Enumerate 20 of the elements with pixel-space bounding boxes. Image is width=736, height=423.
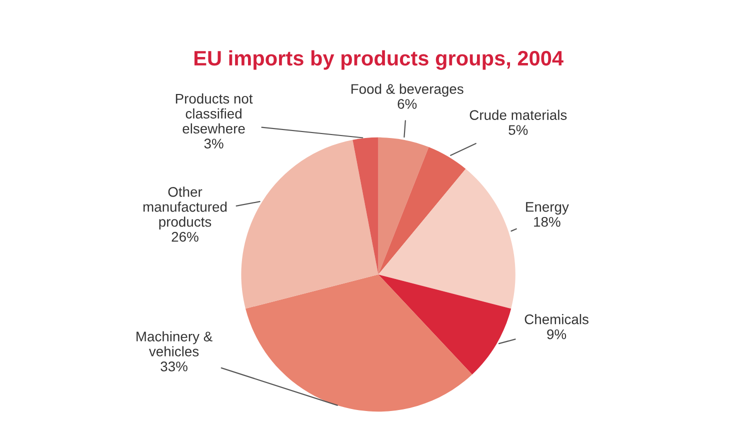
slice-label: Food & beverages <box>351 84 464 97</box>
chart-title: EU imports by products groups, 2004 <box>194 50 564 70</box>
slice-label: Machinery & vehicles <box>136 331 212 356</box>
data-label: 18% <box>534 216 560 227</box>
data-label: 26% <box>172 232 198 242</box>
slice-label: Crude materials <box>470 110 567 120</box>
data-label: 9% <box>547 329 566 340</box>
pie-slice <box>378 168 516 309</box>
slice-label: Chemicals <box>524 314 588 324</box>
data-label: 6% <box>398 99 417 109</box>
pie-slice <box>378 137 429 275</box>
slice-label: Products not classified elsewhere <box>176 93 253 134</box>
slice-label: Other manufactured products <box>143 186 227 230</box>
data-label: 3% <box>204 138 224 149</box>
data-label: 33% <box>160 362 188 372</box>
data-label: 5% <box>508 125 528 135</box>
pie-slice <box>378 274 512 374</box>
pie-slice <box>241 140 378 309</box>
slice-label: Energy <box>526 202 569 215</box>
pie-slice <box>246 274 472 412</box>
